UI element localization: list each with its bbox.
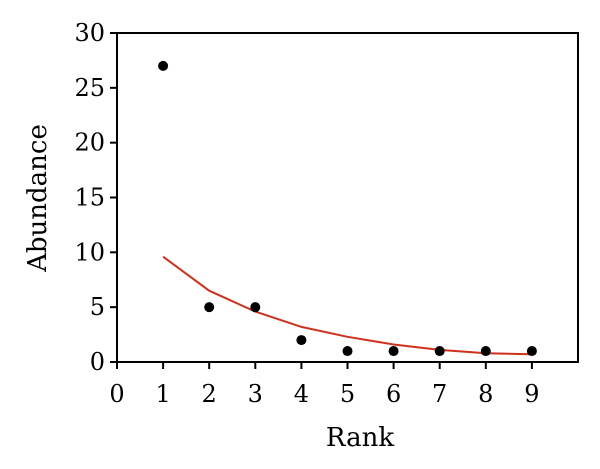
x-tick-label: 8 xyxy=(478,380,493,408)
x-axis-title: Rank xyxy=(326,423,394,453)
x-tick-label: 0 xyxy=(109,380,124,408)
data-point xyxy=(342,346,353,357)
y-tick-label: 0 xyxy=(90,348,105,376)
x-tick-label: 9 xyxy=(524,380,539,408)
data-point xyxy=(204,302,215,313)
data-point xyxy=(526,346,537,357)
y-tick-label: 20 xyxy=(74,129,105,157)
y-axis-title: Abundance xyxy=(23,124,53,273)
data-point xyxy=(434,346,445,357)
plot-frame xyxy=(116,32,579,363)
y-axis-ticks: 0 5 10 15 20 25 30 xyxy=(74,19,117,376)
x-tick-label: 1 xyxy=(155,380,170,408)
data-point xyxy=(480,346,491,357)
data-point xyxy=(296,335,307,346)
x-tick-label: 7 xyxy=(432,380,447,408)
x-tick-label: 6 xyxy=(386,380,401,408)
x-tick-label: 4 xyxy=(294,380,309,408)
x-tick-label: 2 xyxy=(202,380,217,408)
data-point xyxy=(250,302,261,313)
data-point xyxy=(388,346,399,357)
x-tick-label: 5 xyxy=(340,380,355,408)
plot-series xyxy=(158,60,537,357)
y-tick-label: 5 xyxy=(90,293,105,321)
y-tick-label: 15 xyxy=(74,184,105,212)
x-axis-ticks: 0 1 2 3 4 5 6 7 8 9 xyxy=(109,362,540,408)
data-point xyxy=(158,60,169,71)
y-tick-label: 10 xyxy=(74,238,105,266)
x-tick-label: 3 xyxy=(248,380,263,408)
y-tick-label: 30 xyxy=(74,19,105,47)
y-tick-label: 25 xyxy=(74,74,105,102)
fitted-curve xyxy=(162,255,532,356)
